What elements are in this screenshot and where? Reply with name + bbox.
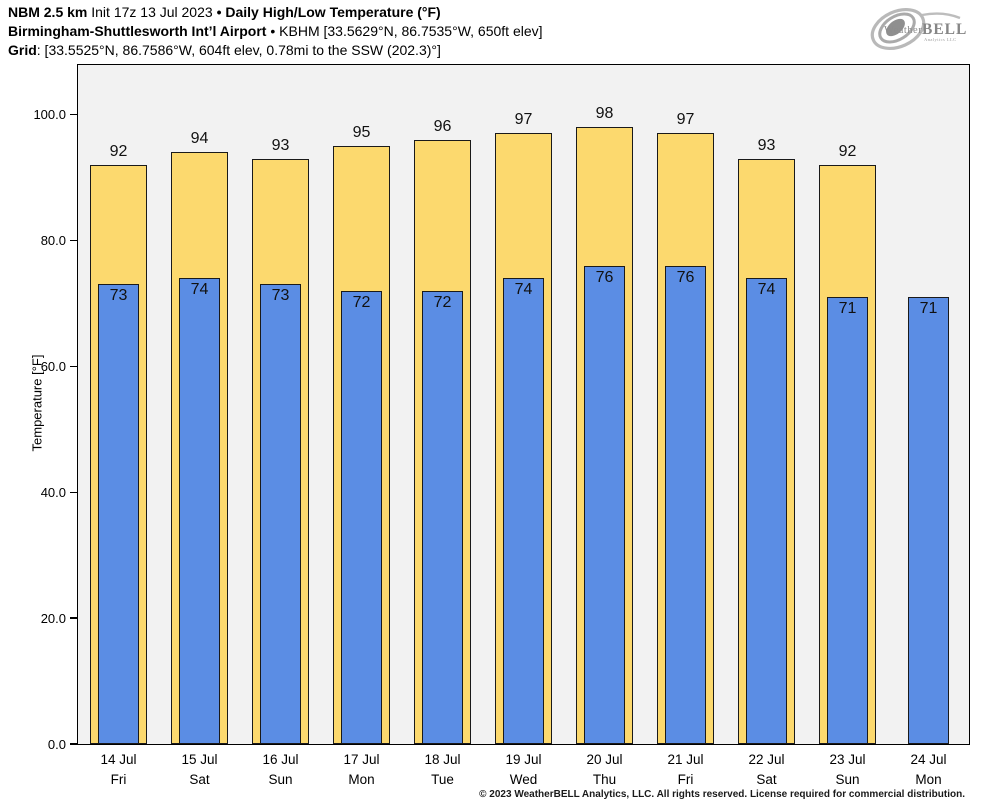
- x-tick-label: 19 Jul Wed: [483, 750, 565, 790]
- high-value-label: 95: [352, 123, 371, 141]
- logo-text-weather: Weather: [884, 25, 922, 36]
- y-tick-mark: [69, 617, 77, 619]
- x-label-date: 15 Jul: [181, 752, 218, 767]
- y-tick-label: 80.0: [40, 232, 66, 248]
- high-value-label: 98: [595, 105, 614, 123]
- x-label-date: 22 Jul: [748, 752, 785, 767]
- low-value-label: 76: [676, 268, 695, 286]
- x-tick-label: 24 Jul Mon: [888, 750, 970, 790]
- x-label-weekday: Tue: [431, 772, 454, 787]
- low-value-label: 73: [109, 287, 128, 305]
- x-tick-label: 23 Jul Sun: [807, 750, 889, 790]
- bar-low-18-jul: [422, 290, 463, 744]
- y-tick-label: 20.0: [40, 610, 66, 626]
- x-label-date: 20 Jul: [586, 752, 623, 767]
- x-tick-label: 21 Jul Fri: [645, 750, 727, 790]
- station-name: Birmingham-Shuttlesworth Int’l Airport: [8, 23, 267, 39]
- y-tick-mark: [69, 491, 77, 493]
- bar-low-22-jul: [746, 278, 787, 744]
- x-tick-label: 16 Jul Sun: [240, 750, 322, 790]
- x-label-weekday: Wed: [509, 772, 538, 787]
- low-value-label: 71: [838, 300, 857, 318]
- x-label-date: 17 Jul: [343, 752, 380, 767]
- y-tick-mark: [69, 743, 77, 745]
- bar-low-21-jul: [665, 265, 706, 744]
- low-value-label: 74: [190, 281, 209, 299]
- x-tick-label: 17 Jul Mon: [321, 750, 403, 790]
- x-tick-label: 14 Jul Fri: [78, 750, 160, 790]
- x-tick-label: 20 Jul Thu: [564, 750, 646, 790]
- x-label-date: 21 Jul: [667, 752, 704, 767]
- hurricane-swirl-icon: [870, 8, 961, 50]
- low-value-label: 73: [271, 287, 290, 305]
- high-value-label: 92: [838, 142, 857, 160]
- y-tick-label: 40.0: [40, 484, 66, 500]
- weatherbell-logo: Weather BELL Analytics LLC: [870, 8, 967, 50]
- bar-low-16-jul: [260, 284, 301, 744]
- x-label-weekday: Sat: [189, 772, 210, 787]
- x-label-date: 23 Jul: [829, 752, 866, 767]
- copyright-notice: © 2023 WeatherBELL Analytics, LLC. All r…: [479, 789, 965, 800]
- x-label-weekday: Sun: [835, 772, 860, 787]
- high-value-label: 96: [433, 117, 452, 135]
- init-time: Init 17z 13 Jul 2023: [87, 4, 217, 20]
- y-tick-mark: [69, 239, 77, 242]
- x-label-weekday: Sat: [756, 772, 777, 787]
- high-value-label: 93: [271, 136, 290, 154]
- plot-area: 0.0 20.0 40.0 60.0 80.0 100.0 92 73 14 Jul Fri 94 7…: [33, 64, 970, 787]
- y-tick-mark: [69, 365, 77, 367]
- station-coords: • KBHM [33.5629°N, 86.7535°W, 650ft elev…: [266, 23, 543, 39]
- model-name: NBM 2.5 km: [8, 4, 88, 20]
- header-line-2: Birmingham-Shuttlesworth Int’l Airport •…: [8, 22, 543, 41]
- bar-low-15-jul: [179, 278, 220, 744]
- x-tick-label: 18 Jul Tue: [402, 750, 484, 790]
- high-value-label: 94: [190, 130, 209, 148]
- x-label-weekday: Mon: [915, 772, 942, 787]
- x-label-weekday: Sun: [268, 772, 293, 787]
- chart-header: NBM 2.5 km Init 17z 13 Jul 2023 • Daily …: [8, 3, 543, 60]
- logo-text-bell: BELL: [922, 21, 967, 38]
- x-label-date: 24 Jul: [910, 752, 947, 767]
- y-tick-label: 100.0: [33, 107, 66, 122]
- y-tick-label: 0.0: [47, 736, 66, 752]
- x-label-weekday: Mon: [348, 772, 375, 787]
- grid-label: Grid: [8, 42, 37, 58]
- bar-low-19-jul: [503, 278, 544, 744]
- low-value-label: 71: [919, 300, 938, 318]
- x-label-date: 16 Jul: [262, 752, 299, 767]
- low-value-label: 76: [595, 268, 614, 286]
- low-value-label: 74: [514, 281, 533, 299]
- chart-title: • Daily High/Low Temperature (°F): [216, 4, 441, 20]
- x-tick-label: 22 Jul Sat: [726, 750, 808, 790]
- high-value-label: 97: [514, 111, 533, 129]
- x-label-weekday: Fri: [110, 772, 127, 787]
- bar-low-14-jul: [98, 284, 139, 744]
- bar-low-20-jul: [584, 265, 625, 744]
- header-line-3: Grid: [33.5525°N, 86.7586°W, 604ft elev,…: [8, 41, 543, 60]
- bar-low-24-jul: [908, 297, 949, 744]
- high-value-label: 92: [109, 142, 128, 160]
- low-value-label: 74: [757, 281, 776, 299]
- high-value-label: 93: [757, 136, 776, 154]
- y-axis-title: Temperature [°F]: [29, 354, 45, 452]
- y-tick-mark: [69, 113, 77, 116]
- y-tick-label: 60.0: [40, 358, 66, 374]
- bar-low-17-jul: [341, 290, 382, 744]
- high-value-label: 97: [676, 111, 695, 129]
- low-value-label: 72: [433, 293, 452, 311]
- x-label-weekday: Fri: [677, 772, 694, 787]
- bar-low-23-jul: [827, 297, 868, 744]
- low-value-label: 72: [352, 293, 371, 311]
- grid-coords: : [33.5525°N, 86.7586°W, 604ft elev, 0.7…: [36, 42, 441, 58]
- logo-text-analytics: Analytics LLC: [924, 37, 957, 42]
- x-tick-label: 15 Jul Sat: [159, 750, 241, 790]
- x-label-date: 19 Jul: [505, 752, 542, 767]
- x-label-date: 18 Jul: [424, 752, 461, 767]
- x-label-weekday: Thu: [592, 772, 617, 787]
- header-line-1: NBM 2.5 km Init 17z 13 Jul 2023 • Daily …: [8, 3, 543, 22]
- x-label-date: 14 Jul: [100, 752, 137, 767]
